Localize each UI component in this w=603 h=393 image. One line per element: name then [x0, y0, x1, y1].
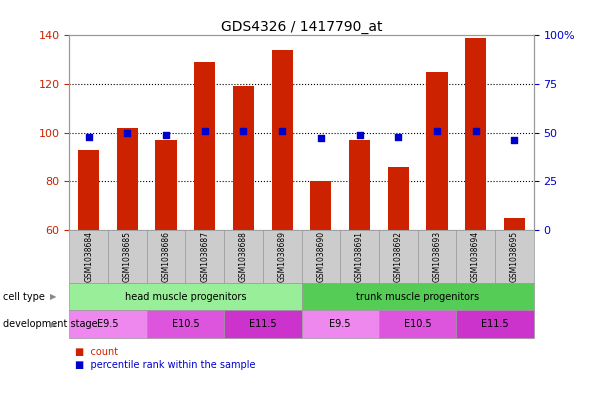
- Text: cell type: cell type: [3, 292, 45, 302]
- Text: GSM1038686: GSM1038686: [162, 231, 171, 282]
- Point: [161, 131, 171, 138]
- Text: ▶: ▶: [49, 292, 56, 301]
- Point: [316, 135, 326, 141]
- Point: [122, 129, 132, 136]
- Point: [432, 128, 442, 134]
- Bar: [156, 140, 177, 230]
- Text: GSM1038690: GSM1038690: [317, 231, 326, 282]
- Text: E11.5: E11.5: [481, 319, 509, 329]
- Text: head muscle progenitors: head muscle progenitors: [125, 292, 246, 302]
- Bar: [426, 72, 447, 230]
- Bar: [194, 62, 215, 230]
- Bar: [349, 140, 370, 230]
- Text: development stage: development stage: [3, 319, 98, 329]
- Text: GSM1038689: GSM1038689: [277, 231, 286, 282]
- Text: ■  count: ■ count: [75, 347, 119, 357]
- Point: [510, 137, 519, 143]
- Text: GSM1038693: GSM1038693: [432, 231, 441, 282]
- Text: ■  percentile rank within the sample: ■ percentile rank within the sample: [75, 360, 256, 371]
- Bar: [233, 86, 254, 230]
- Point: [84, 133, 93, 140]
- Point: [471, 128, 481, 134]
- Text: E10.5: E10.5: [172, 319, 199, 329]
- Text: GSM1038692: GSM1038692: [394, 231, 403, 282]
- Point: [393, 133, 403, 140]
- Text: GSM1038694: GSM1038694: [471, 231, 480, 282]
- Bar: [78, 150, 99, 230]
- Text: E9.5: E9.5: [329, 319, 351, 329]
- Text: trunk muscle progenitors: trunk muscle progenitors: [356, 292, 479, 302]
- Text: GSM1038691: GSM1038691: [355, 231, 364, 282]
- Text: GSM1038685: GSM1038685: [123, 231, 132, 282]
- Point: [200, 128, 210, 134]
- Text: E9.5: E9.5: [97, 319, 119, 329]
- Point: [239, 128, 248, 134]
- Title: GDS4326 / 1417790_at: GDS4326 / 1417790_at: [221, 20, 382, 34]
- Bar: [465, 38, 486, 230]
- Text: GSM1038687: GSM1038687: [200, 231, 209, 282]
- Bar: [388, 167, 409, 230]
- Bar: [271, 50, 293, 230]
- Point: [355, 131, 364, 138]
- Text: GSM1038688: GSM1038688: [239, 231, 248, 282]
- Bar: [117, 128, 138, 230]
- Bar: [504, 218, 525, 230]
- Bar: [310, 181, 332, 230]
- Text: ▶: ▶: [49, 320, 56, 329]
- Text: GSM1038684: GSM1038684: [84, 231, 93, 282]
- Text: GSM1038695: GSM1038695: [510, 231, 519, 282]
- Text: E11.5: E11.5: [249, 319, 277, 329]
- Text: E10.5: E10.5: [404, 319, 431, 329]
- Point: [277, 128, 287, 134]
